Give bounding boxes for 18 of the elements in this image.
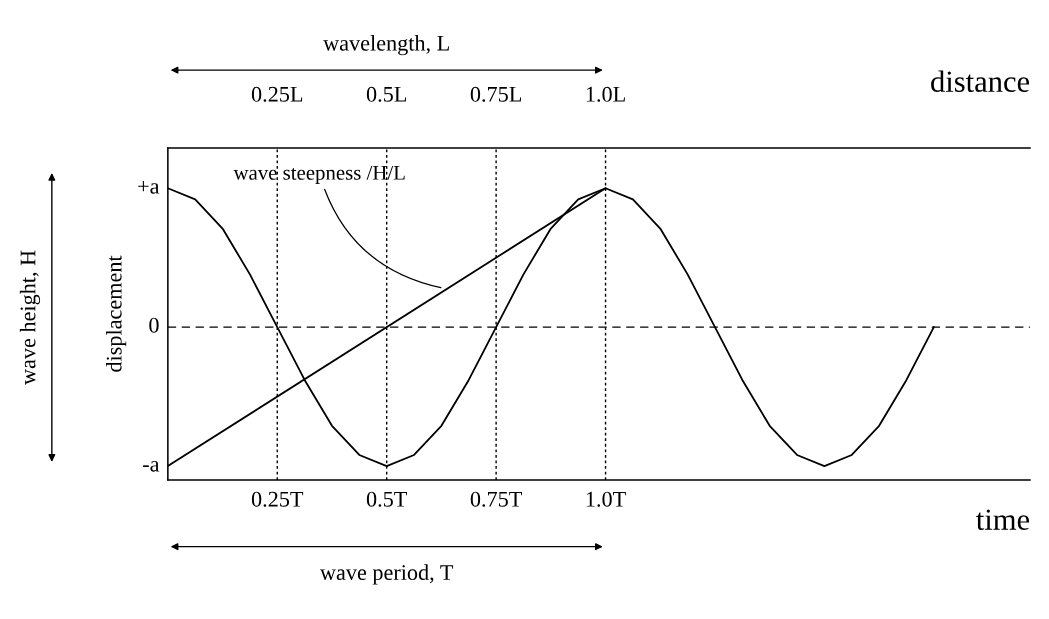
x2-tick-label: 0.5L: [366, 86, 407, 102]
text: 0: [149, 317, 159, 333]
text: wave period, T: [319, 564, 454, 585]
x-tick-label: 0.5T: [366, 491, 407, 507]
text: wave height, H: [19, 250, 41, 385]
text: -a: [143, 461, 160, 472]
x-tick-label: 0.75T: [470, 491, 522, 507]
x-axis-title: time: [976, 509, 1030, 530]
x2-tick-label: 0.25L: [251, 86, 303, 102]
text: +a: [138, 181, 160, 194]
text: wavelength, L: [323, 35, 449, 56]
x2-tick-label: 1.0L: [586, 86, 625, 102]
x-tick-label: 1.0T: [586, 491, 626, 507]
y-axis-title: displacement: [106, 255, 127, 372]
x-tick-label: 0.25T: [251, 491, 304, 507]
x2-tick-label: 0.75L: [470, 86, 522, 102]
x2-axis-title: distance: [931, 70, 1030, 92]
text: wave steepness /H/L: [233, 165, 405, 185]
